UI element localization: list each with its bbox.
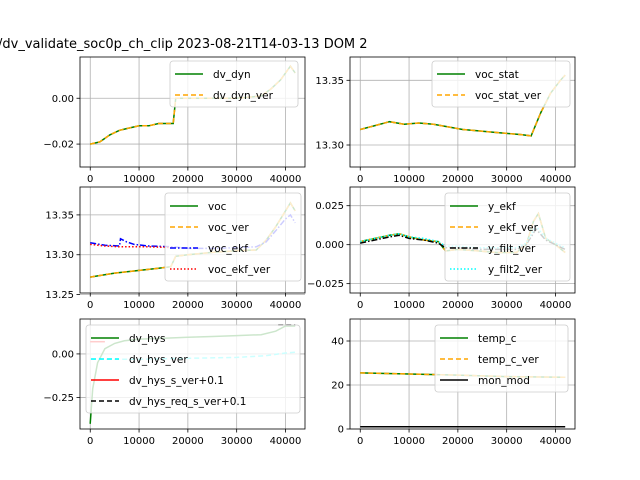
y-tick-label: −0.025 xyxy=(307,279,344,290)
legend-label: dv_hys_s_ver+0.1 xyxy=(129,375,224,387)
x-tick-label: 40000 xyxy=(540,174,572,185)
x-tick-label: 0 xyxy=(357,174,363,185)
subplot-5: 0 10000 20000 30000 40000−0.250.00dv_hysdv_h… xyxy=(43,318,306,447)
x-tick-label: 10000 xyxy=(123,300,155,311)
x-tick-label: 20000 xyxy=(442,436,474,447)
legend-label: y_filt2_ver xyxy=(488,264,543,276)
x-tick-label: 20000 xyxy=(442,300,474,311)
y-tick-label: 13.30 xyxy=(315,141,344,152)
x-tick-label: 0 xyxy=(87,174,93,185)
y-tick-label: 0.000 xyxy=(315,240,344,251)
x-tick-label: 10000 xyxy=(123,174,155,185)
x-tick-label: 30000 xyxy=(221,300,253,311)
axes-frame xyxy=(79,318,306,430)
x-tick-label: 20000 xyxy=(172,174,204,185)
x-tick-label: 0 xyxy=(87,300,93,311)
x-tick-label: 30000 xyxy=(221,174,253,185)
axes-frame xyxy=(79,186,306,294)
legend-box xyxy=(444,192,571,282)
x-tick-label: 30000 xyxy=(491,436,523,447)
y-tick-label: 0.00 xyxy=(52,94,74,105)
x-tick-label: 0 xyxy=(87,436,93,447)
legend: voc_stat voc_stat_ver xyxy=(431,60,571,108)
x-tick-label: 10000 xyxy=(393,436,425,447)
y-tick-label: 13.35 xyxy=(45,210,74,221)
legend-label: voc_ver xyxy=(208,222,249,234)
x-tick-label: 40000 xyxy=(270,174,302,185)
x-tick-label: 10000 xyxy=(393,174,425,185)
x-tick-label: 40000 xyxy=(270,300,302,311)
legend-label: temp_c_ver xyxy=(478,354,539,366)
x-tick-label: 20000 xyxy=(172,436,204,447)
legend-label: dv_dyn_ver xyxy=(213,90,274,102)
axes-frame xyxy=(349,56,576,168)
y-tick-label: 13.30 xyxy=(45,250,74,261)
legend-label: voc_ekf_ver xyxy=(208,264,271,276)
subplot-1: 0 10000 20000 30000 40000−0.020.00dv_dyndv_d… xyxy=(43,56,306,185)
legend-label: voc_stat_ver xyxy=(475,90,542,102)
legend-label: dv_dyn xyxy=(213,69,251,81)
y-tick-label: 20 xyxy=(331,381,344,392)
x-tick-label: 40000 xyxy=(540,300,572,311)
series-line-dv_dyn_ver xyxy=(90,64,296,145)
legend-box xyxy=(85,324,301,414)
legend-label: dv_hys_req_s_ver+0.1 xyxy=(129,396,246,408)
legend-box xyxy=(434,324,569,393)
x-tick-label: 40000 xyxy=(270,436,302,447)
legend-label: dv_hys_ver xyxy=(129,354,188,366)
y-tick-label: 40 xyxy=(331,337,344,348)
x-tick-label: 10000 xyxy=(123,436,155,447)
subplot-grid: 0 10000 20000 30000 40000−0.020.00dv_dyndv_d… xyxy=(43,56,576,447)
axes-frame xyxy=(349,318,576,430)
legend-label: mon_mod xyxy=(478,375,530,387)
legend-label: temp_c xyxy=(478,333,517,345)
y-tick-label: 0.00 xyxy=(52,349,74,360)
legend-label: voc_stat xyxy=(475,69,519,81)
figure-title: /dv_validate_soc0p_ch_clip 2023-08-21T14… xyxy=(0,37,368,52)
axes-frame xyxy=(79,56,306,168)
legend-label: dv_hys xyxy=(129,333,165,345)
x-tick-label: 30000 xyxy=(491,300,523,311)
legend: dv_dyn dv_dyn_ver xyxy=(169,60,299,108)
x-tick-label: 0 xyxy=(357,436,363,447)
legend-box xyxy=(164,192,302,282)
legend-box xyxy=(431,60,571,108)
legend: y_ekf y_ekf_ver y_filt_ver y_filt2_ver xyxy=(444,192,571,282)
legend: dv_hys dv_hys_ver dv_hys_s_ver+0.1 dv_hys_r… xyxy=(85,324,301,414)
y-tick-label: 0 xyxy=(338,425,344,436)
x-tick-label: 30000 xyxy=(491,174,523,185)
x-tick-label: 0 xyxy=(357,300,363,311)
x-tick-label: 30000 xyxy=(221,436,253,447)
y-tick-label: 13.35 xyxy=(315,76,344,87)
legend: temp_c temp_c_ver mon_mod xyxy=(434,324,569,393)
legend-label: voc_ekf xyxy=(208,243,248,255)
x-tick-label: 20000 xyxy=(442,174,474,185)
subplot-3: 0 10000 20000 30000 4000013.2513.3013.35vocv… xyxy=(45,186,306,311)
legend: voc voc_ver voc_ekf voc_ekf_ver xyxy=(164,192,302,282)
y-tick-label: 13.25 xyxy=(45,290,74,301)
y-tick-label: −0.02 xyxy=(43,140,74,151)
y-tick-label: −0.25 xyxy=(43,393,74,404)
legend-label: y_filt_ver xyxy=(488,243,536,255)
y-tick-label: 0.025 xyxy=(315,201,344,212)
x-tick-label: 20000 xyxy=(172,300,204,311)
x-tick-label: 10000 xyxy=(393,300,425,311)
subplot-6: 0 10000 20000 30000 40000 0 20 40 temp_c temp_c_v… xyxy=(331,318,576,447)
legend-label: y_ekf xyxy=(488,201,516,213)
subplot-4: 0 10000 20000 30000 40000 −0.025 0.000 0.025 y_e… xyxy=(307,186,576,311)
axes-frame xyxy=(349,186,576,294)
series-line-voc_stat_ver xyxy=(360,74,566,137)
x-tick-label: 40000 xyxy=(540,436,572,447)
subplot-2: 0 10000 20000 30000 4000013.3013.35voc_statv… xyxy=(315,56,576,185)
legend-label: voc xyxy=(208,201,227,213)
legend-label: y_ekf_ver xyxy=(488,222,539,234)
